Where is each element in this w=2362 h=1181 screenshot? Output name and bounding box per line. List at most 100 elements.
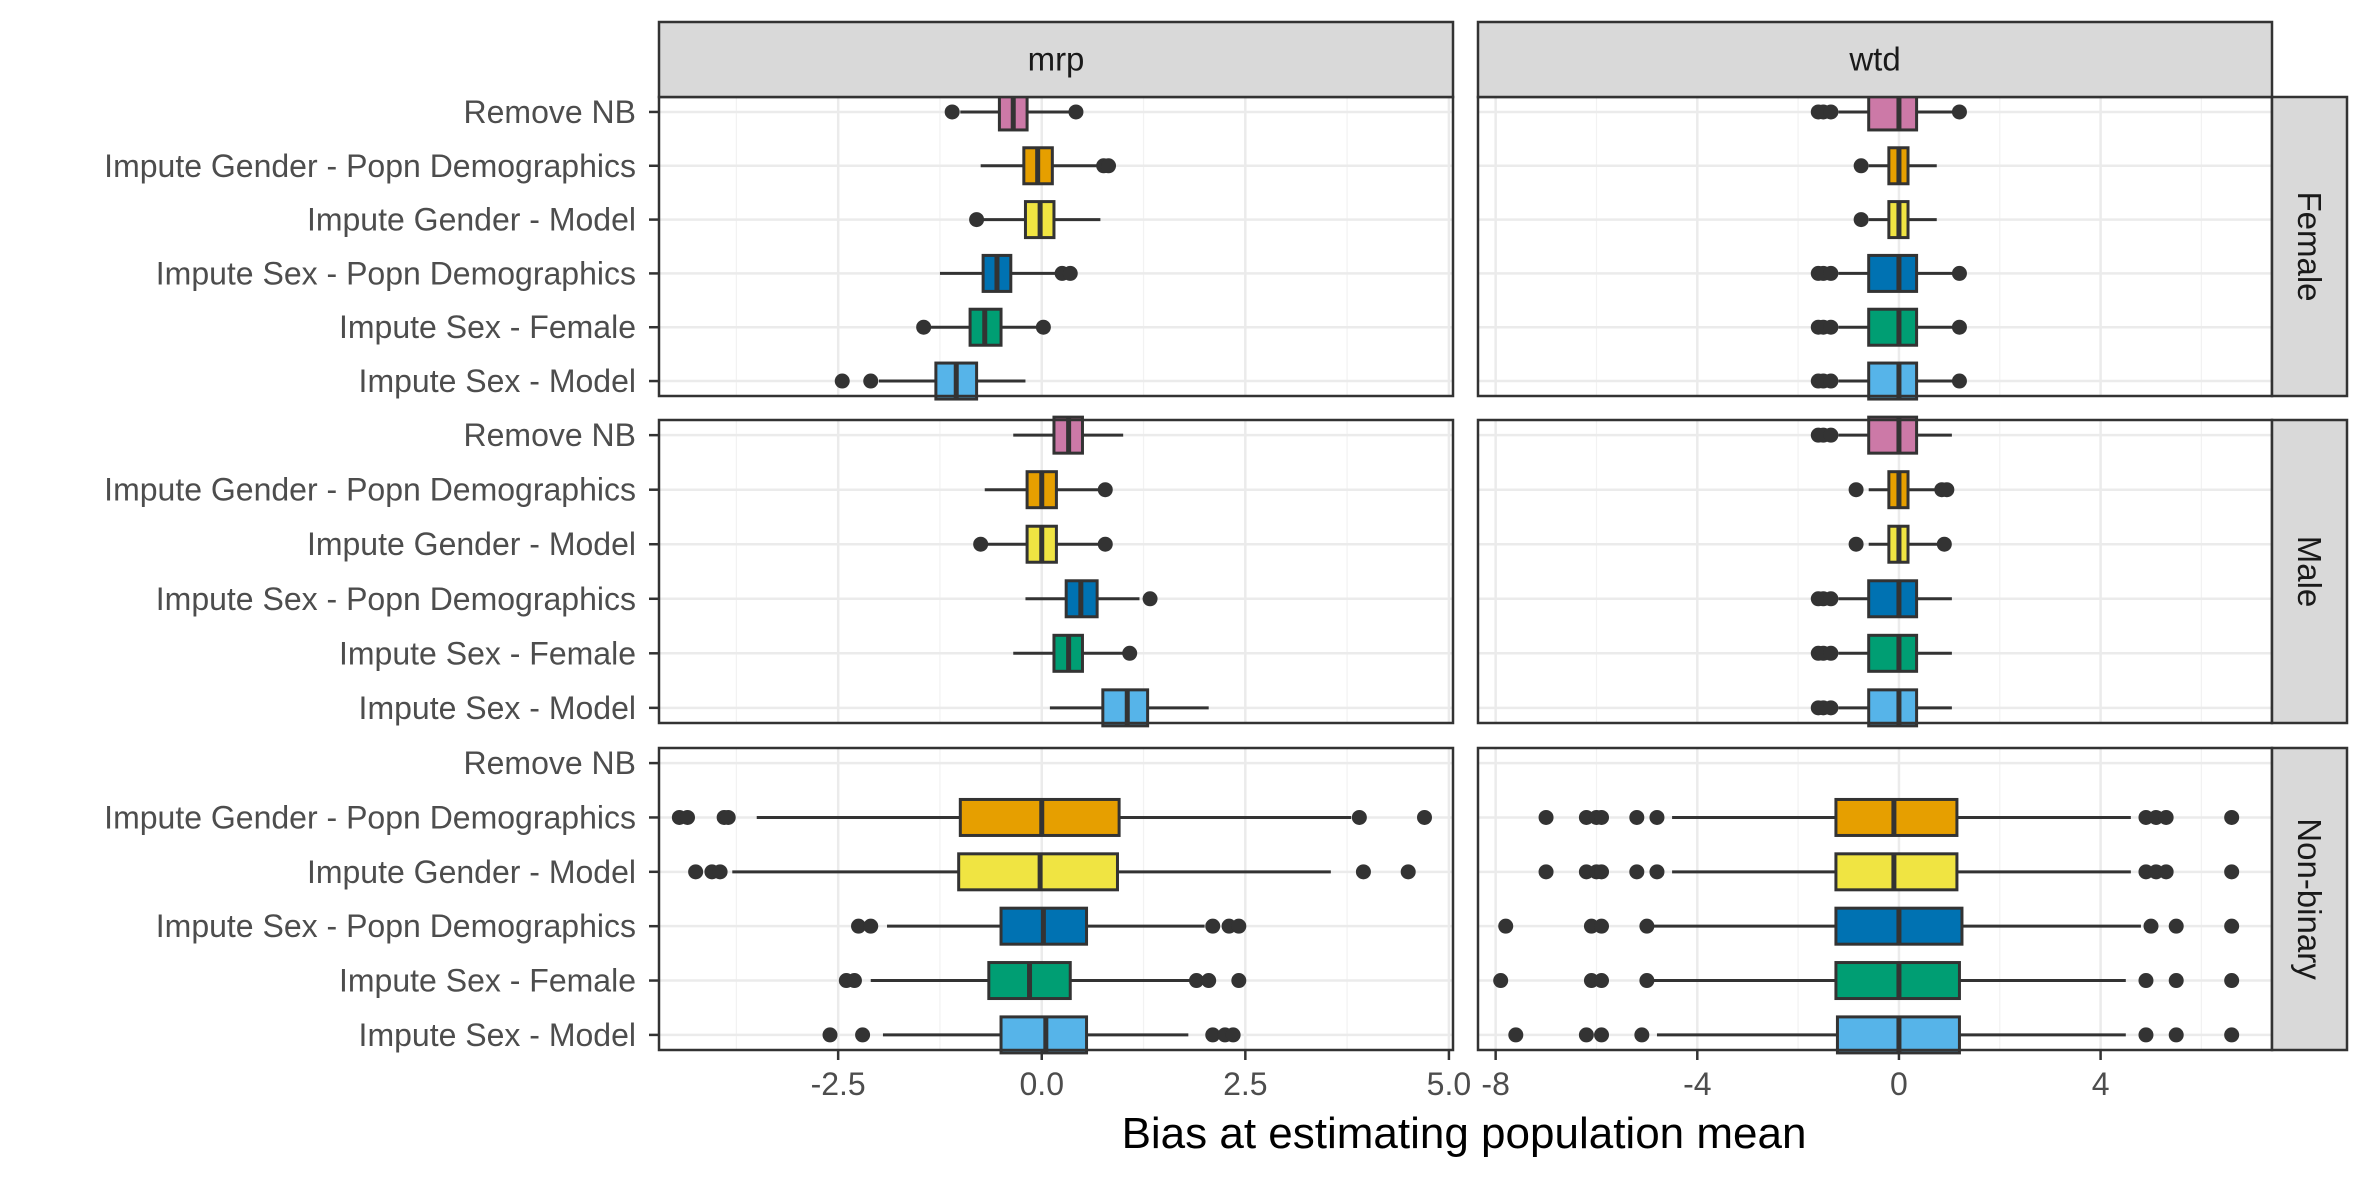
box-iqr bbox=[1867, 361, 1919, 401]
outlier-point bbox=[1823, 591, 1839, 607]
outlier-point bbox=[1951, 265, 1967, 281]
column-strip-wtd bbox=[1476, 20, 2274, 99]
outlier-point bbox=[2224, 918, 2240, 934]
y-category-label: Impute Sex - Popn Demographics bbox=[156, 255, 636, 291]
panel-border bbox=[657, 418, 1455, 725]
outlier-point bbox=[1594, 864, 1610, 880]
outlier-point bbox=[1493, 973, 1509, 989]
outlier-point bbox=[855, 1027, 871, 1043]
outlier-point bbox=[1649, 864, 1665, 880]
box-iqr bbox=[1834, 797, 1959, 837]
outlier-point bbox=[1097, 536, 1113, 552]
boxplot-layer bbox=[671, 92, 2240, 1055]
outlier-point bbox=[1823, 645, 1839, 661]
x-tick-label: -2.5 bbox=[811, 1066, 866, 1102]
outlier-point bbox=[1231, 918, 1247, 934]
row-strip-male bbox=[2270, 418, 2349, 725]
outlier-point bbox=[2143, 918, 2159, 934]
outlier-point bbox=[2224, 809, 2240, 825]
box-iqr bbox=[1867, 633, 1919, 673]
outlier-point bbox=[2224, 973, 2240, 989]
outlier-point bbox=[1035, 319, 1051, 335]
y-category-label: Impute Sex - Popn Demographics bbox=[156, 581, 636, 617]
outlier-point bbox=[1538, 864, 1554, 880]
x-tick-label: 4 bbox=[2092, 1066, 2110, 1102]
outlier-point bbox=[1823, 373, 1839, 389]
outlier-point bbox=[1578, 1027, 1594, 1043]
outlier-point bbox=[1951, 104, 1967, 120]
outlier-point bbox=[1853, 212, 1869, 228]
panel-border bbox=[1476, 746, 2274, 1052]
column-strip-label: mrp bbox=[1028, 41, 1085, 78]
outlier-point bbox=[851, 918, 867, 934]
outlier-point bbox=[1416, 809, 1432, 825]
outlier-point bbox=[1351, 809, 1367, 825]
box-iqr bbox=[1867, 307, 1919, 347]
outlier-point bbox=[1848, 482, 1864, 498]
box-iqr bbox=[1867, 688, 1919, 728]
outlier-point bbox=[1205, 1027, 1221, 1043]
outlier-point bbox=[944, 104, 960, 120]
outlier-point bbox=[916, 319, 932, 335]
outlier-point bbox=[1400, 864, 1416, 880]
outlier-point bbox=[863, 918, 879, 934]
y-category-label: Impute Gender - Model bbox=[307, 854, 636, 890]
outlier-point bbox=[1629, 864, 1645, 880]
outlier-point bbox=[2224, 864, 2240, 880]
row-strip-label: Male bbox=[2291, 536, 2328, 608]
outlier-point bbox=[1823, 104, 1839, 120]
outlier-point bbox=[1122, 645, 1138, 661]
outlier-point bbox=[2168, 1027, 2184, 1043]
outlier-point bbox=[1201, 973, 1217, 989]
outlier-point bbox=[680, 809, 696, 825]
x-tick-label: 5.0 bbox=[1427, 1066, 1471, 1102]
row-strip-label: Non-binary bbox=[2291, 818, 2328, 980]
outlier-point bbox=[1508, 1027, 1524, 1043]
outlier-point bbox=[1538, 809, 1554, 825]
y-category-label: Impute Sex - Popn Demographics bbox=[156, 908, 636, 944]
outlier-point bbox=[1649, 809, 1665, 825]
outlier-point bbox=[973, 536, 989, 552]
outlier-point bbox=[863, 373, 879, 389]
y-category-label: Impute Gender - Popn Demographics bbox=[104, 472, 636, 508]
outlier-point bbox=[1951, 319, 1967, 335]
row-strip-non-binary bbox=[2270, 746, 2349, 1052]
y-category-label: Remove NB bbox=[464, 745, 637, 781]
column-strip-mrp bbox=[657, 20, 1455, 99]
outlier-point bbox=[1594, 1027, 1610, 1043]
y-category-label: Impute Sex - Model bbox=[359, 690, 636, 726]
outlier-point bbox=[688, 864, 704, 880]
outlier-point bbox=[1823, 427, 1839, 443]
outlier-point bbox=[2158, 864, 2174, 880]
column-strip-label: wtd bbox=[1848, 41, 1900, 78]
outlier-point bbox=[1848, 536, 1864, 552]
outlier-point bbox=[2158, 809, 2174, 825]
box-iqr bbox=[1867, 415, 1919, 455]
y-category-label: Impute Gender - Model bbox=[307, 202, 636, 238]
outlier-point bbox=[1068, 104, 1084, 120]
panel-border bbox=[1476, 418, 2274, 725]
panel-border bbox=[657, 746, 1455, 1052]
outlier-point bbox=[1231, 973, 1247, 989]
outlier-point bbox=[1498, 918, 1514, 934]
outlier-point bbox=[2138, 973, 2154, 989]
strip-layer: mrp wtd Female Male Non-binary bbox=[657, 20, 2349, 1052]
y-category-label: Impute Sex - Female bbox=[339, 309, 636, 345]
outlier-point bbox=[846, 973, 862, 989]
y-category-label: Impute Gender - Popn Demographics bbox=[104, 799, 636, 835]
outlier-point bbox=[1225, 1027, 1241, 1043]
outlier-point bbox=[1629, 809, 1645, 825]
x-tick-label: 2.5 bbox=[1223, 1066, 1267, 1102]
grid-layer bbox=[659, 97, 2272, 1050]
outlier-point bbox=[1101, 158, 1117, 174]
x-axis-title: Bias at estimating population mean bbox=[1122, 1109, 1807, 1158]
panel-border bbox=[1476, 95, 2274, 398]
outlier-point bbox=[1853, 158, 1869, 174]
outlier-point bbox=[822, 1027, 838, 1043]
y-category-label: Impute Sex - Female bbox=[339, 635, 636, 671]
outlier-point bbox=[1594, 973, 1610, 989]
x-tick-label: -4 bbox=[1683, 1066, 1711, 1102]
outlier-point bbox=[1823, 700, 1839, 716]
outlier-point bbox=[1188, 973, 1204, 989]
